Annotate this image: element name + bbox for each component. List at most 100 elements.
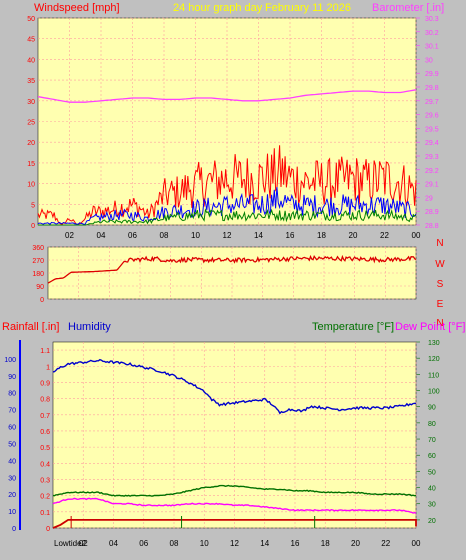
y-tick-label: 270 — [32, 258, 44, 265]
y-tick-label: 15 — [27, 161, 35, 168]
y-tick-label: 20 — [27, 140, 35, 147]
series-line-direction — [47, 254, 417, 284]
compass-label: W — [435, 259, 445, 270]
x-tick-label: 14 — [260, 539, 269, 548]
y-axis-left-labels: 0 5 10 15 20 25 30 35 40 45 50 — [27, 16, 35, 230]
barometer-title: Barometer [.in] — [372, 2, 444, 14]
x-tick-label: 22 — [380, 231, 389, 240]
series-line-dewpoint — [52, 497, 417, 514]
rain-tick-label: 0.4 — [40, 461, 50, 468]
temp-tick-label: 80 — [428, 421, 436, 428]
y-tick-label: 10 — [27, 182, 35, 189]
y-right-tick-label: 29 — [425, 195, 433, 202]
y-right-tick-label: 30 — [425, 57, 433, 64]
compass-label: N — [436, 238, 443, 249]
x-tick-label: 20 — [349, 231, 358, 240]
y-right-tick-label: 28.9 — [425, 209, 439, 216]
x-tick-label: 00 — [412, 231, 421, 240]
y-right-tick-label: 29.3 — [425, 154, 439, 161]
compass-label: S — [437, 279, 444, 290]
x-tick-label: 02 — [65, 231, 74, 240]
y-tick-label: 360 — [32, 245, 44, 252]
y-right-tick-label: 29.8 — [425, 85, 439, 92]
y-right-tick-label: 30.1 — [425, 44, 439, 51]
temp-tick-label: 90 — [428, 405, 436, 412]
y-tick-label: 50 — [27, 16, 35, 23]
rain-tick-label: 0.5 — [40, 445, 50, 452]
temp-tick-label: 120 — [428, 356, 440, 363]
y-tick-label: 45 — [27, 37, 35, 44]
humidity-tick-label: 60 — [8, 425, 16, 432]
rain-tick-label: 0.8 — [40, 397, 50, 404]
dewpoint-title: Dew Point [°F] — [395, 321, 465, 333]
grid-lines — [53, 341, 420, 529]
x-tick-label: 16 — [286, 231, 295, 240]
humidity-tick-label: 50 — [8, 441, 16, 448]
rain-tick-label: 1 — [46, 364, 50, 371]
humidity-axis-bar — [19, 340, 21, 530]
x-tick-label: 14 — [254, 231, 263, 240]
x-tick-label: 08 — [160, 231, 169, 240]
series-group — [47, 254, 417, 284]
y-tick-label: 90 — [36, 284, 44, 291]
rain-tick-label: 0.9 — [40, 380, 50, 387]
footer-label: Lowtide2 — [54, 539, 87, 548]
x-tick-label: 00 — [412, 539, 421, 548]
x-axis-labels: 02 04 06 08 10 12 14 16 18 20 22 00 — [79, 539, 421, 548]
rain-tick-label: 0.6 — [40, 429, 50, 436]
series-group — [37, 89, 417, 226]
temp-tick-label: 130 — [428, 340, 440, 347]
humidity-tick-label: 30 — [8, 475, 16, 482]
y-right-tick-label: 28.8 — [425, 223, 439, 230]
y-tick-label: 0 — [40, 297, 44, 304]
x-tick-label: 08 — [170, 539, 179, 548]
y-tick-label: 180 — [32, 271, 44, 278]
humidity-tick-label: 40 — [8, 458, 16, 465]
temp-tick-label: 30 — [428, 502, 436, 509]
humidity-tick-label: 0 — [12, 526, 16, 533]
rainfall-axis-labels: 0 0.1 0.2 0.3 0.4 0.5 0.6 0.7 0.8 0.9 1 1.1 — [40, 348, 50, 533]
humidity-tick-label: 80 — [8, 391, 16, 398]
rain-tick-label: 0.2 — [40, 494, 50, 501]
humidity-tick-label: 70 — [8, 408, 16, 415]
x-tick-label: 04 — [109, 539, 118, 548]
y-tick-label: 40 — [27, 57, 35, 64]
y-right-tick-label: 30.2 — [425, 30, 439, 37]
temperature-axis-labels: 20 30 40 50 60 70 80 90 100 110 120 130 — [428, 340, 440, 525]
x-axis-labels: 02 04 06 08 10 12 14 16 18 20 22 00 — [65, 231, 421, 240]
series-line-avg — [37, 186, 417, 225]
rain-tick-label: 0 — [46, 526, 50, 533]
x-tick-label: 12 — [230, 539, 239, 548]
y-axis-right-labels: 28.8 28.9 29 29.1 29.2 29.3 29.4 29.5 29.6 29.7 29… — [425, 16, 439, 230]
humidity-axis-labels: 0 10 20 30 40 50 60 70 80 90 100 — [4, 357, 16, 533]
y-tick-label: 5 — [31, 202, 35, 209]
temperature-title: Temperature [°F] — [312, 321, 394, 333]
x-tick-label: 10 — [200, 539, 209, 548]
y-right-tick-label: 29.4 — [425, 140, 439, 147]
compass-label: E — [437, 299, 444, 310]
rain-tick-label: 0.7 — [40, 413, 50, 420]
x-tick-label: 02 — [79, 539, 88, 548]
series-group — [52, 358, 417, 529]
rain-tick-label: 0.1 — [40, 510, 50, 517]
y-right-tick-label: 29.7 — [425, 99, 439, 106]
graph-period-title: 24 hour graph day — [173, 2, 263, 14]
x-tick-label: 20 — [351, 539, 360, 548]
y-right-tick-label: 30.3 — [425, 16, 439, 23]
y-right-tick-label: 29.9 — [425, 71, 439, 78]
temp-tick-label: 60 — [428, 453, 436, 460]
x-tick-label: 18 — [317, 231, 326, 240]
x-tick-label: 16 — [291, 539, 300, 548]
series-line-barometer — [37, 89, 417, 103]
temp-tick-label: 20 — [428, 518, 436, 525]
series-line-humidity — [52, 358, 417, 415]
y-axis-left-labels: 0 90 180 270 360 — [32, 245, 44, 304]
graph-date: February 11 2026 — [265, 2, 351, 14]
humidity-title: Humidity — [68, 321, 111, 333]
x-tick-label: 10 — [191, 231, 200, 240]
y-right-tick-label: 29.2 — [425, 168, 439, 175]
y-tick-label: 25 — [27, 120, 35, 127]
